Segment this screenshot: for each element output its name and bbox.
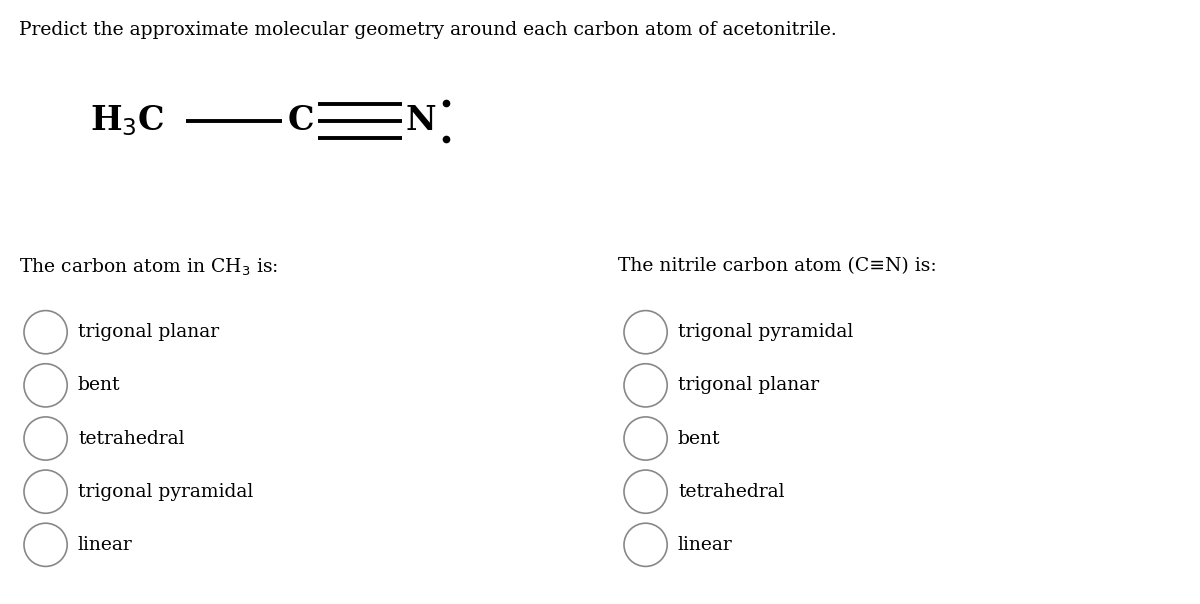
Text: The nitrile carbon atom (C≡N) is:: The nitrile carbon atom (C≡N) is: [618, 257, 937, 275]
Ellipse shape [624, 523, 667, 567]
Ellipse shape [624, 417, 667, 460]
Text: linear: linear [78, 536, 133, 554]
Text: N: N [406, 104, 437, 137]
Ellipse shape [624, 470, 667, 513]
Text: trigonal planar: trigonal planar [678, 376, 820, 394]
Ellipse shape [24, 523, 67, 567]
Ellipse shape [24, 364, 67, 407]
Ellipse shape [624, 310, 667, 354]
Ellipse shape [24, 310, 67, 354]
Text: linear: linear [678, 536, 733, 554]
Text: trigonal pyramidal: trigonal pyramidal [678, 323, 853, 341]
Text: The carbon atom in CH$_3$ is:: The carbon atom in CH$_3$ is: [19, 257, 278, 278]
Text: bent: bent [78, 376, 120, 394]
Ellipse shape [24, 417, 67, 460]
Text: tetrahedral: tetrahedral [678, 483, 785, 501]
Text: tetrahedral: tetrahedral [78, 429, 185, 448]
Text: C: C [288, 104, 314, 137]
Ellipse shape [624, 364, 667, 407]
Ellipse shape [24, 470, 67, 513]
Text: trigonal planar: trigonal planar [78, 323, 220, 341]
Text: trigonal pyramidal: trigonal pyramidal [78, 483, 253, 501]
Text: bent: bent [678, 429, 720, 448]
Text: H$_3$C: H$_3$C [90, 103, 164, 138]
Text: Predict the approximate molecular geometry around each carbon atom of acetonitri: Predict the approximate molecular geomet… [19, 21, 836, 39]
